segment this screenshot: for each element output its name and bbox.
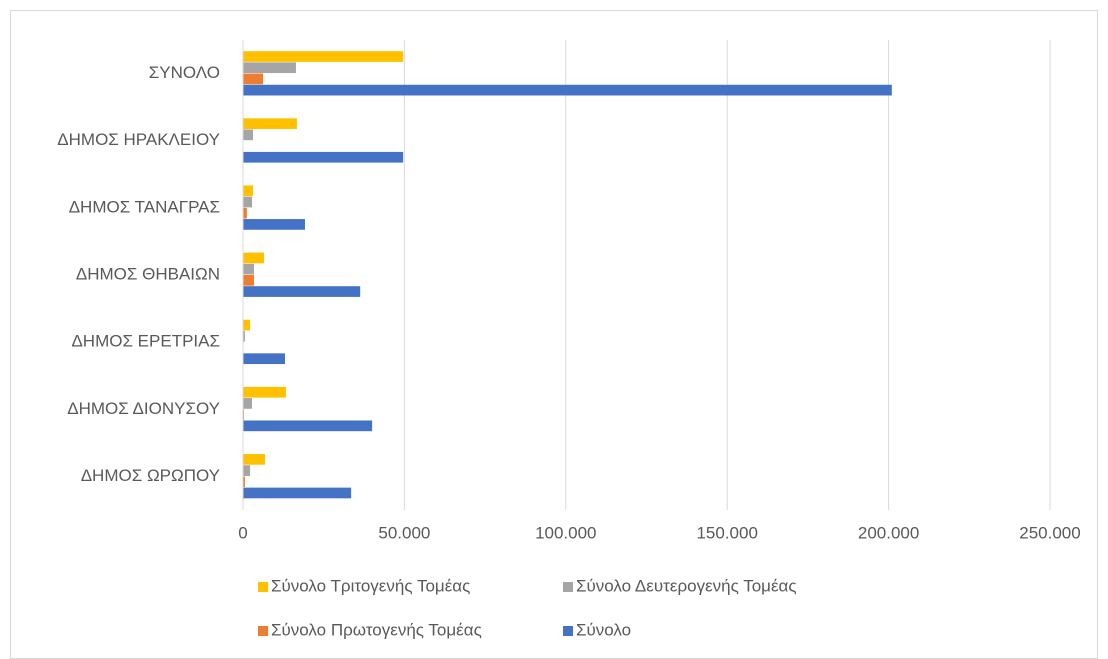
bar — [243, 51, 404, 62]
legend-swatch — [563, 582, 573, 592]
y-tick-label: ΔΗΜΟΣ ΗΡΑΚΛΕΙΟΥ — [57, 130, 220, 149]
bar — [243, 151, 404, 163]
legend-label: Σύνολο — [576, 620, 631, 639]
bar — [243, 129, 254, 141]
legend-label: Σύνολο Δευτερογενής Τομέας — [576, 576, 797, 595]
x-tick-label: 100.000 — [535, 523, 596, 542]
y-tick-label: ΔΗΜΟΣ ΩΡΩΠΟΥ — [81, 466, 220, 485]
x-tick-label: 0 — [238, 523, 247, 542]
bar — [243, 353, 285, 365]
y-tick-label: ΔΗΜΟΣ ΤΑΝΑΓΡΑΣ — [69, 197, 220, 216]
bar — [243, 420, 373, 432]
y-tick-label: ΔΗΜΟΣ ΔΙΟΝΥΣΟΥ — [67, 399, 220, 418]
legend-label: Σύνολο Τριτογενής Τομέας — [271, 576, 470, 595]
legend-label: Σύνολο Πρωτογενής Τομέας — [271, 620, 482, 639]
bar — [243, 118, 297, 130]
bar — [243, 196, 253, 208]
x-tick-label: 150.000 — [696, 523, 757, 542]
y-tick-label: ΔΗΜΟΣ ΕΡΕΤΡΙΑΣ — [71, 332, 220, 351]
bar — [243, 330, 245, 342]
bar — [243, 207, 247, 219]
x-tick-label: 250.000 — [1019, 523, 1080, 542]
bar — [243, 263, 254, 275]
bar — [243, 185, 254, 197]
bar — [243, 454, 265, 465]
bar — [243, 84, 892, 96]
bar — [243, 465, 251, 476]
chart-border — [10, 10, 1098, 659]
legend-swatch — [258, 582, 268, 592]
legend-swatch — [258, 626, 268, 636]
bar — [243, 219, 305, 230]
y-tick-label: ΔΗΜΟΣ ΘΗΒΑΙΩΝ — [76, 264, 220, 283]
bar — [243, 286, 361, 297]
bar — [243, 275, 254, 286]
bar — [243, 398, 253, 409]
bar — [243, 252, 264, 264]
bar — [243, 476, 245, 488]
bar — [243, 319, 251, 331]
y-tick-label: ΣΥΝΟΛΟ — [149, 63, 220, 82]
bar — [243, 487, 352, 499]
legend-swatch — [563, 626, 573, 636]
x-tick-label: 200.000 — [858, 523, 919, 542]
x-tick-label: 50.000 — [378, 523, 430, 542]
bar — [243, 73, 264, 85]
bar — [243, 62, 296, 74]
bar — [243, 386, 286, 398]
